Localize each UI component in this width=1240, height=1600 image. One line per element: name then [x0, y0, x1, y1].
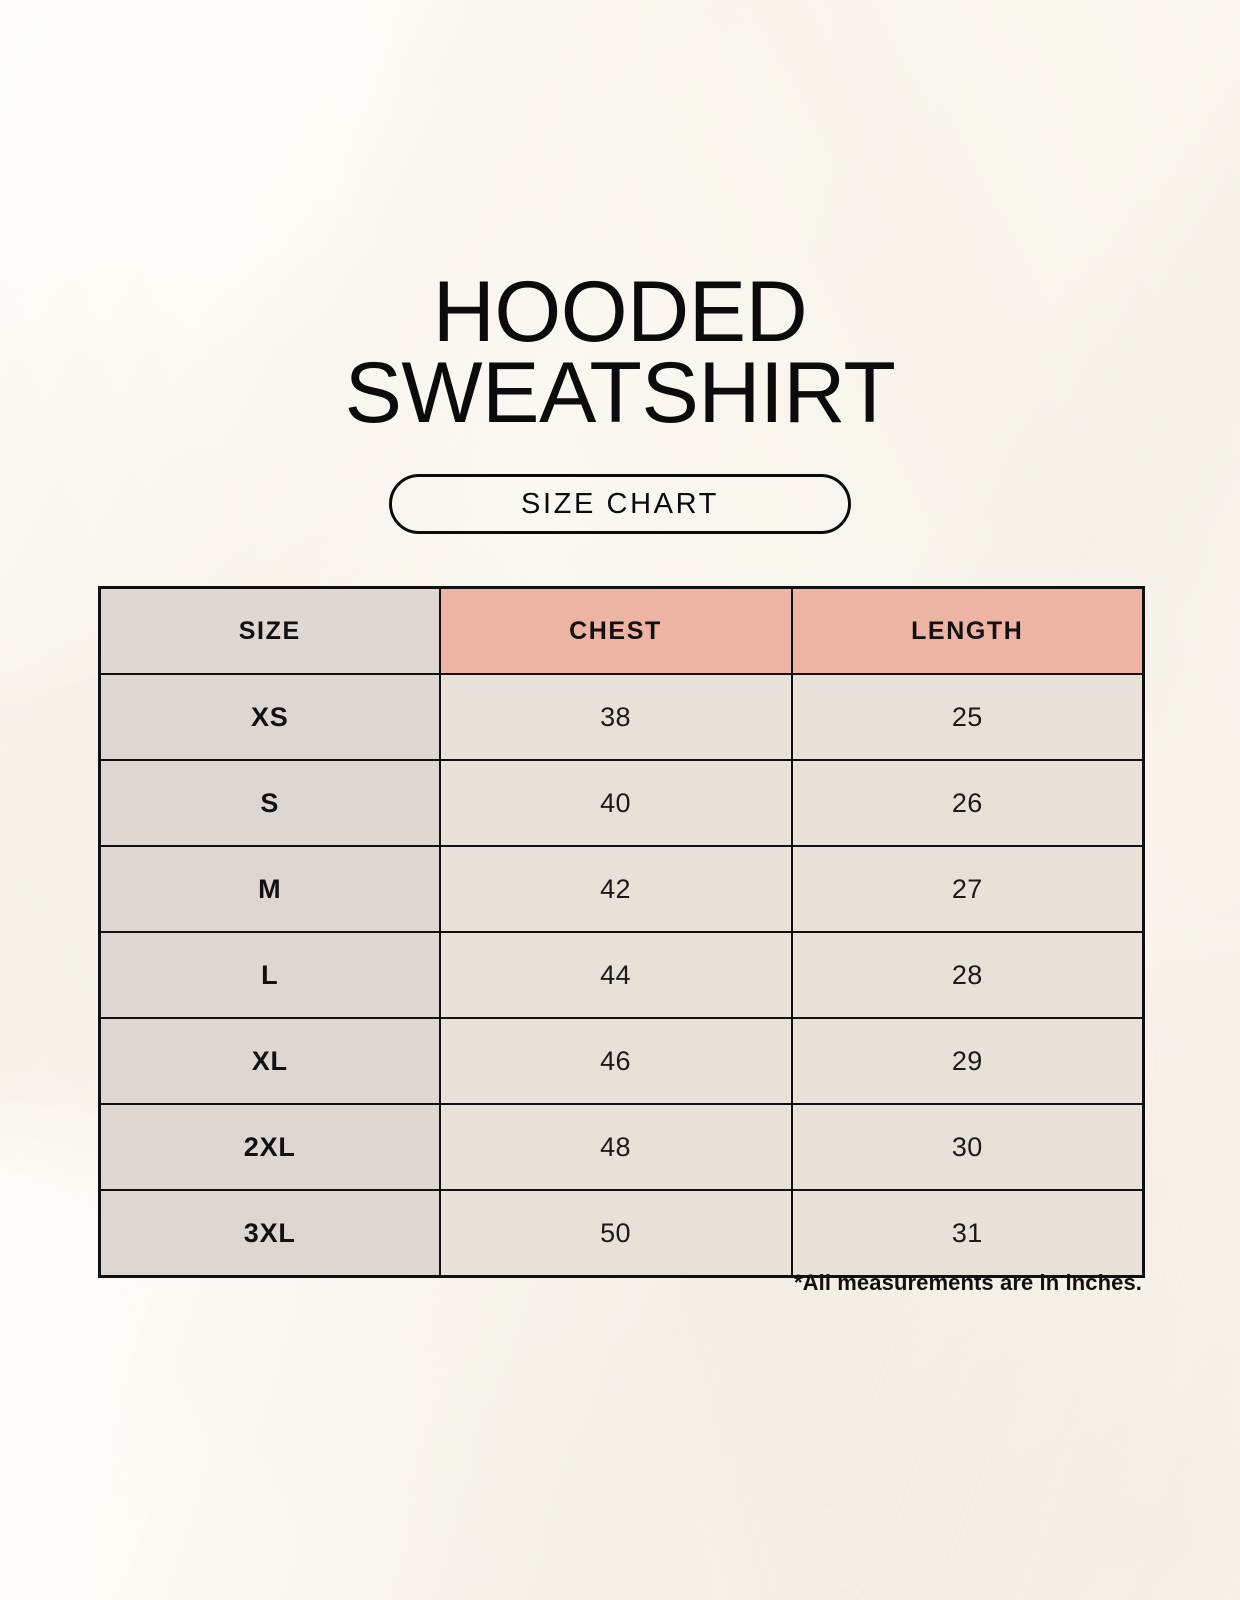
cell-size-text: L: [261, 959, 279, 990]
cell-length: 30: [790, 1103, 1145, 1191]
cell-chest-text: 46: [600, 1045, 631, 1076]
cell-length: 29: [790, 1017, 1145, 1105]
column-header-chest: CHEST: [438, 586, 793, 675]
cell-length: 28: [790, 931, 1145, 1019]
cell-chest-text: 50: [600, 1217, 631, 1248]
cell-length-text: 25: [951, 701, 983, 732]
cell-chest: 44: [438, 931, 793, 1019]
cell-chest: 40: [438, 759, 793, 847]
size-chart-badge: SIZE CHART: [389, 474, 851, 534]
cell-size: L: [98, 931, 441, 1019]
cell-size: S: [98, 759, 441, 847]
table-header-row: SIZE CHEST LENGTH: [98, 586, 1145, 675]
cell-chest: 46: [438, 1017, 793, 1105]
size-chart-badge-label: SIZE CHART: [521, 487, 719, 520]
cell-length: 26: [790, 759, 1145, 847]
cell-chest-text: 38: [600, 701, 631, 732]
cell-chest-text: 40: [600, 787, 631, 818]
cell-size: M: [98, 845, 441, 933]
measurements-footnote: *All measurements are in inches.: [793, 1270, 1142, 1295]
cell-length: 27: [790, 845, 1145, 933]
table-row: M 42 27: [98, 845, 1145, 933]
table-row: XL 46 29: [98, 1017, 1145, 1105]
cell-length-text: 27: [951, 873, 983, 904]
cell-chest: 48: [438, 1103, 793, 1191]
cell-chest: 42: [438, 845, 793, 933]
table-row: XS 38 25: [98, 673, 1145, 761]
table-row: L 44 28: [98, 931, 1145, 1019]
cell-chest-text: 44: [600, 959, 631, 990]
cell-length-text: 31: [951, 1217, 983, 1248]
column-header-length: LENGTH: [790, 586, 1145, 675]
cell-size-text: 3XL: [243, 1217, 296, 1248]
page-title: HOODED SWEATSHIRT: [344, 264, 896, 441]
cell-length-text: 29: [951, 1045, 983, 1076]
column-header-size: SIZE: [98, 586, 441, 675]
cell-length: 25: [790, 673, 1145, 761]
cell-length-text: 28: [951, 959, 983, 990]
size-table-container: SIZE CHEST LENGTH XS 38 25: [98, 586, 1145, 1278]
cell-chest: 50: [438, 1189, 793, 1278]
cell-length-text: 30: [951, 1131, 983, 1162]
cell-size: XL: [98, 1017, 441, 1105]
cell-length: 31: [790, 1189, 1145, 1278]
table-row: S 40 26: [98, 759, 1145, 847]
column-header-length-label: LENGTH: [911, 616, 1024, 645]
cell-size-text: 2XL: [243, 1131, 296, 1162]
cell-size: XS: [98, 673, 441, 761]
cell-length-text: 26: [951, 787, 983, 818]
cell-size-text: S: [260, 787, 280, 818]
cell-chest-text: 42: [600, 873, 631, 904]
cell-size: 3XL: [98, 1189, 441, 1278]
column-header-size-label: SIZE: [238, 616, 301, 645]
title-block: HOODED SWEATSHIRT: [0, 264, 1240, 441]
cell-size-text: M: [258, 873, 282, 904]
table-body: XS 38 25 S 40 26 M 42 27 L: [98, 673, 1145, 1278]
table-row: 2XL 48 30: [98, 1103, 1145, 1191]
size-chart-table: SIZE CHEST LENGTH XS 38 25: [98, 586, 1145, 1278]
cell-chest-text: 48: [600, 1131, 631, 1162]
cell-size-text: XL: [251, 1045, 288, 1076]
cell-chest: 38: [438, 673, 793, 761]
cell-size-text: XS: [250, 701, 289, 732]
badge-container: SIZE CHART: [0, 474, 1240, 534]
table-row: 3XL 50 31: [98, 1189, 1145, 1278]
column-header-chest-label: CHEST: [569, 616, 662, 645]
table-header: SIZE CHEST LENGTH: [98, 586, 1145, 675]
cell-size: 2XL: [98, 1103, 441, 1191]
